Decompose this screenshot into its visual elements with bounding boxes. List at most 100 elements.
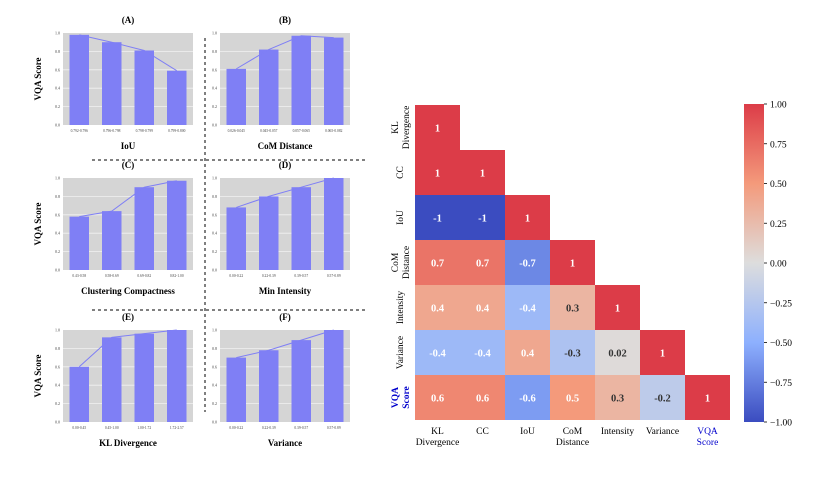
cell-value: -0.2 bbox=[654, 394, 671, 405]
trend-line bbox=[236, 329, 334, 359]
heatmap-cell bbox=[415, 150, 460, 195]
cell-value: 0.6 bbox=[476, 394, 489, 405]
heatmap-cell bbox=[460, 195, 505, 240]
x-tick-label: 0.22-0.39 bbox=[262, 426, 276, 430]
col-label-line: VQA bbox=[697, 427, 718, 437]
heatmap-cell bbox=[550, 240, 595, 285]
bar bbox=[69, 366, 89, 422]
colorbar-tick-label: −1.00 bbox=[770, 419, 792, 429]
y-tick-label: 0.0 bbox=[212, 268, 217, 273]
y-tick-label: 0.8 bbox=[55, 194, 60, 199]
heatmap-cell bbox=[505, 195, 550, 240]
heatmap-cell bbox=[505, 375, 550, 420]
col-label: CC bbox=[476, 427, 489, 437]
heatmap-cell bbox=[505, 330, 550, 375]
row-label: IoU bbox=[396, 210, 406, 225]
cell-value: 0.4 bbox=[521, 349, 535, 360]
panel-letter: (C) bbox=[122, 160, 135, 170]
y-tick-label: 1.0 bbox=[55, 31, 60, 36]
y-tick-label: 0.0 bbox=[55, 420, 60, 425]
bar-panel-3: 0.0 0.2 0.4 0.6 0.8 1.0 0.43-0.58 0.58-0.69 0.69… bbox=[33, 160, 193, 296]
bar-panel-4: 0.0 0.2 0.4 0.6 0.8 1.0 0.00-0.22 0.22-0.39 0.39… bbox=[212, 160, 350, 296]
panel-letter: (E) bbox=[122, 312, 134, 322]
x-tick-label: 0.45-1.00 bbox=[105, 426, 119, 430]
y-tick-label: 0.2 bbox=[212, 104, 217, 109]
y-axis-label: VQA Score bbox=[33, 202, 43, 245]
x-tick-label: 0.39-0.57 bbox=[294, 426, 308, 430]
y-tick-label: 0.2 bbox=[212, 249, 217, 254]
y-tick-label: 0.2 bbox=[55, 401, 60, 406]
bar bbox=[324, 37, 344, 125]
row-label: CoMDistance bbox=[391, 246, 412, 279]
bar bbox=[134, 187, 154, 270]
heatmap-cell bbox=[460, 150, 505, 195]
row-label: VQAScore bbox=[391, 386, 412, 409]
col-label: Variance bbox=[646, 427, 679, 437]
col-label-line: CoM bbox=[563, 427, 583, 437]
col-label: IoU bbox=[520, 427, 535, 437]
bar bbox=[259, 350, 279, 422]
y-tick-label: 0.2 bbox=[212, 401, 217, 406]
bar bbox=[324, 178, 344, 270]
heatmap-cell bbox=[460, 285, 505, 330]
heatmap-cell bbox=[595, 375, 640, 420]
y-tick-label: 0.4 bbox=[212, 86, 217, 91]
colorbar-tick-label: 0.50 bbox=[770, 180, 787, 190]
panel-letter: (F) bbox=[279, 312, 291, 322]
x-tick-label: 0.00-0.22 bbox=[229, 274, 243, 278]
panel-letter: (B) bbox=[279, 15, 291, 25]
y-tick-label: 0.4 bbox=[55, 86, 60, 91]
row-label-line: VQA bbox=[391, 387, 401, 408]
bar bbox=[69, 34, 89, 126]
cell-value: 1 bbox=[615, 304, 620, 315]
cell-value: 0.3 bbox=[611, 394, 624, 405]
cell-value: 0.7 bbox=[476, 259, 489, 270]
cell-value: 1 bbox=[525, 214, 530, 225]
y-tick-label: 1.0 bbox=[212, 176, 217, 181]
col-label: Intensity bbox=[601, 427, 634, 437]
heatmap-cell bbox=[685, 375, 730, 420]
bar bbox=[226, 68, 246, 125]
panel-letter: (D) bbox=[279, 160, 292, 170]
x-tick-label: 0.065-0.082 bbox=[325, 129, 343, 133]
bar bbox=[167, 70, 187, 125]
row-label: KLDivergence bbox=[391, 106, 412, 150]
cell-value: -0.4 bbox=[519, 304, 536, 315]
cell-value: 1 bbox=[480, 169, 485, 180]
cell-value: -0.4 bbox=[474, 349, 491, 360]
col-label-line: KL bbox=[431, 427, 444, 437]
y-tick-label: 0.8 bbox=[55, 346, 60, 351]
bar bbox=[102, 211, 122, 270]
cell-value: 1 bbox=[435, 124, 440, 135]
y-tick-label: 0.4 bbox=[55, 383, 60, 388]
y-tick-label: 0.2 bbox=[55, 249, 60, 254]
y-tick-label: 0.6 bbox=[55, 67, 60, 72]
x-axis-title: CoM Distance bbox=[258, 141, 313, 151]
bar bbox=[134, 333, 154, 422]
trend-line bbox=[235, 35, 334, 70]
y-tick-label: 0.8 bbox=[55, 49, 60, 54]
y-tick-label: 0.4 bbox=[212, 383, 217, 388]
x-axis-title: Clustering Compactness bbox=[81, 286, 175, 296]
panel-letter: (A) bbox=[122, 15, 135, 25]
row-label-line: Distance bbox=[402, 246, 412, 279]
y-tick-label: 0.2 bbox=[55, 104, 60, 109]
heatmap-cell bbox=[550, 330, 595, 375]
trend-line bbox=[236, 177, 334, 208]
colorbar-tick-label: −0.75 bbox=[770, 379, 792, 389]
x-axis-title: Min Intensity bbox=[259, 286, 312, 296]
y-tick-label: 0.0 bbox=[212, 123, 217, 128]
cell-value: 0.4 bbox=[431, 304, 445, 315]
y-axis-label: VQA Score bbox=[33, 354, 43, 397]
row-label-line: CoM bbox=[391, 252, 401, 272]
y-tick-label: 0.6 bbox=[212, 212, 217, 217]
x-tick-label: 0.045-0.057 bbox=[260, 129, 278, 133]
heatmap-cell bbox=[415, 105, 460, 150]
y-tick-label: 0.4 bbox=[212, 231, 217, 236]
x-tick-label: 0.798-0.799 bbox=[136, 129, 154, 133]
bar-panel-6: 0.0 0.2 0.4 0.6 0.8 1.0 0.00-0.22 0.22-0.39 0.39… bbox=[212, 312, 350, 448]
x-tick-label: 1.00-1.72 bbox=[137, 426, 151, 430]
row-label-line: KL bbox=[391, 121, 401, 134]
y-tick-label: 0.6 bbox=[55, 364, 60, 369]
y-tick-label: 0.6 bbox=[212, 67, 217, 72]
